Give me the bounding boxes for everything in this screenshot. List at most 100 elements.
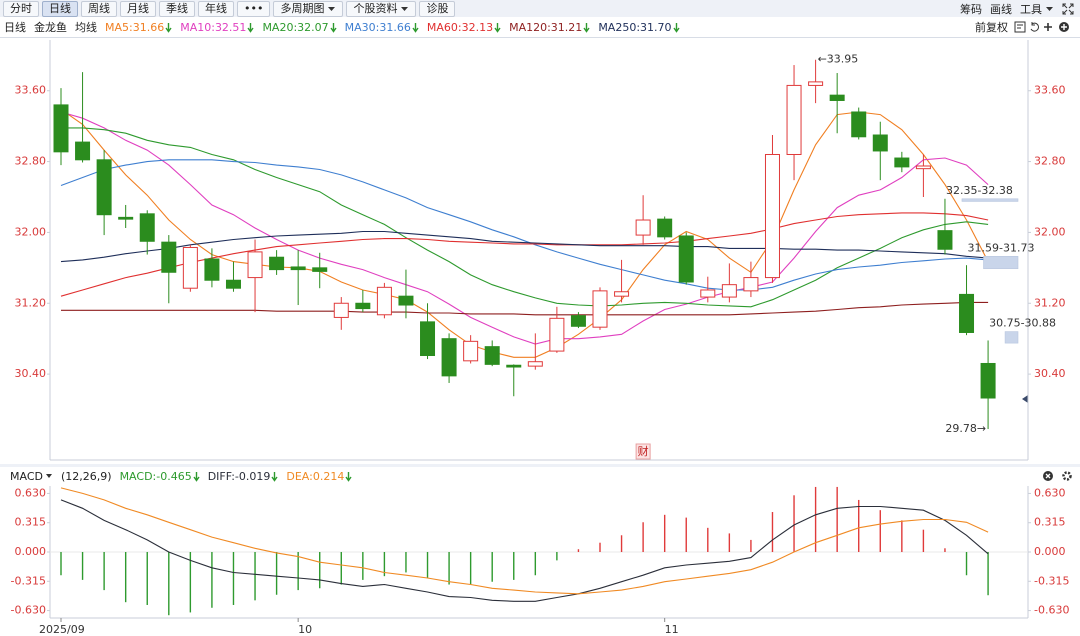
price-pointer (1022, 395, 1028, 403)
tab[interactable]: 日线 (42, 0, 78, 17)
toolbar: 分时 日线 周线 月线 季线 年线 ••• 多周期图 个股资料 诊股 筹码 画线 工具 (0, 0, 1080, 17)
price-annotation: 29.78→ (945, 422, 986, 435)
trend-arrow (494, 22, 501, 33)
arrow (494, 22, 501, 33)
tab[interactable]: 多周期图 (273, 0, 344, 17)
candle-body (657, 218, 673, 238)
y-tick-label: 31.20 (1034, 296, 1066, 309)
menu-icon (401, 6, 409, 11)
candle-body (635, 219, 651, 236)
candle-body (764, 153, 780, 279)
legend-item: MA30:31.66 (345, 21, 419, 34)
arrow (247, 22, 255, 33)
info-right: 前复权 (975, 19, 1080, 35)
arrow (412, 22, 419, 33)
tab-label: 周线 (88, 1, 110, 15)
adjust[interactable]: 前复权 (975, 21, 1008, 34)
y-tick-label: 30.40 (1034, 367, 1066, 380)
candle-body (527, 361, 543, 367)
tab[interactable]: 周线 (81, 0, 117, 17)
candle-body (829, 94, 845, 101)
event-marker (635, 443, 651, 460)
candle-body (570, 315, 586, 327)
y-tick-label: -0.315 (1034, 574, 1069, 587)
tab[interactable]: 季线 (159, 0, 195, 17)
arrow (271, 471, 278, 482)
candle-body (549, 317, 565, 352)
tab[interactable]: 诊股 (419, 0, 456, 17)
candle-body (204, 258, 220, 281)
tool[interactable]: 工具 (1020, 1, 1054, 17)
tool[interactable]: 画线 (990, 1, 1012, 17)
candle-body (247, 251, 263, 279)
gap-zone (983, 256, 1019, 270)
candle-body (269, 256, 285, 271)
candle-body (678, 235, 694, 283)
tool[interactable]: 筹码 (960, 1, 982, 17)
y-tick-label: -0.315 (11, 574, 46, 587)
legend-label: MA30:31.66 (344, 20, 411, 34)
ma-line (60, 487, 989, 595)
candle-body (420, 321, 436, 357)
trend-arrow (271, 471, 278, 482)
icons (1043, 471, 1072, 481)
candle-body (225, 279, 241, 289)
legend-label: MA20:32.07 (262, 20, 329, 34)
tab[interactable]: ••• (237, 0, 271, 17)
y-tick-label: 0.630 (1034, 486, 1066, 499)
tab[interactable]: 个股资料 (346, 0, 417, 17)
candle-body (980, 362, 996, 399)
arrow (165, 22, 172, 33)
price-annotation: ←33.95 (818, 53, 859, 66)
candle-body (118, 216, 134, 220)
arrow (330, 22, 337, 33)
legend-item: MA60:32.13 (427, 21, 501, 34)
caret (1046, 6, 1053, 11)
tab[interactable]: 年线 (198, 0, 234, 17)
candle-body (808, 81, 824, 86)
candle-body (721, 284, 737, 298)
trend-arrow (165, 22, 172, 33)
y-tick-label: 31.20 (15, 296, 47, 309)
candle-body (894, 157, 910, 168)
legend-label: MACD:-0.465 (119, 469, 192, 483)
legend-item: MA10:32.51 (180, 21, 255, 34)
ma-line (60, 212, 989, 297)
candle-body (441, 338, 457, 377)
arrow (193, 471, 200, 482)
ma-line (60, 230, 989, 263)
candle-body (53, 104, 69, 153)
arrow (345, 471, 352, 482)
macd-name[interactable]: MACD (10, 469, 43, 483)
tab-label: 多周期图 (280, 1, 325, 15)
candle-body (161, 241, 177, 273)
trend-arrow (583, 22, 590, 33)
candle-body (333, 302, 349, 318)
arrow (672, 22, 680, 33)
trend-arrow (330, 22, 337, 33)
ma-line (60, 111, 989, 345)
candle-body (484, 346, 500, 365)
y-tick-label: 32.00 (15, 225, 47, 238)
legend-item: MA120:31.21 (509, 21, 590, 34)
menu-icon (328, 6, 336, 11)
trend-arrow (247, 22, 255, 33)
menu-icon (45, 474, 52, 478)
caret (328, 6, 336, 11)
y-tick-label: 32.80 (15, 155, 47, 168)
candle-body (312, 267, 328, 272)
candle-body (398, 295, 414, 306)
divider (0, 37, 1080, 38)
tabs: 分时 日线 周线 月线 季线 年线 ••• 多周期图 个股资料 诊股 (0, 0, 456, 17)
menu-icon (1046, 6, 1053, 11)
legend-item: MACD:-0.465 (120, 470, 200, 483)
tab[interactable]: 月线 (120, 0, 156, 17)
ma-line (61, 127, 989, 308)
caret (401, 6, 409, 11)
tab[interactable]: 分时 (3, 0, 39, 17)
legend-item: MA20:32.07 (262, 20, 337, 34)
y-tick-label: 33.60 (15, 84, 47, 97)
icon (1062, 3, 1074, 14)
legend-item: MA250:31.70 (598, 21, 680, 34)
